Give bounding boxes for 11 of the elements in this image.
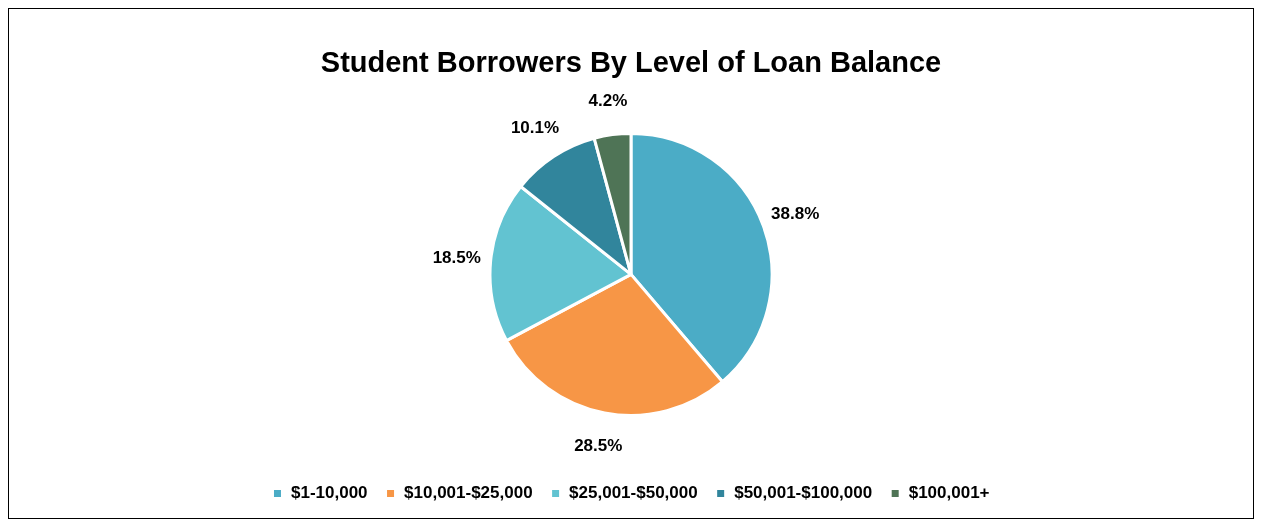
data-label: 38.8% bbox=[771, 203, 820, 223]
data-label: 18.5% bbox=[432, 247, 481, 267]
legend-label: $50,001-$100,000 bbox=[734, 483, 873, 503]
data-label: 4.2% bbox=[588, 90, 628, 110]
data-label: 10.1% bbox=[510, 117, 560, 137]
legend-label: $1-10,000 bbox=[290, 483, 368, 503]
legend-label: $100,001+ bbox=[908, 483, 990, 503]
legend-label: $10,001-$25,000 bbox=[404, 483, 533, 503]
chart-title: Student Borrowers By Level of Loan Balance bbox=[320, 46, 942, 79]
data-label: 28.5% bbox=[574, 435, 623, 455]
legend-label: $25,001-$50,000 bbox=[569, 483, 698, 503]
